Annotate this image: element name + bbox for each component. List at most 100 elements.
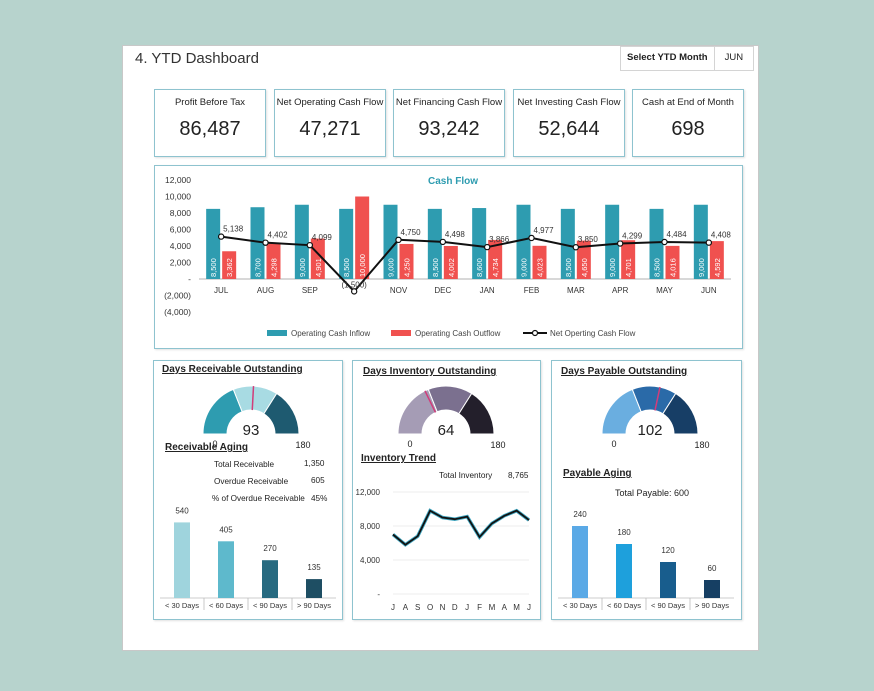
inflow-bar bbox=[605, 204, 620, 279]
y-tick-label: 10,000 bbox=[165, 192, 191, 202]
outflow-bar bbox=[399, 243, 414, 279]
inflow-bar bbox=[560, 208, 575, 279]
aging-category-label: < 60 Days bbox=[607, 601, 641, 610]
aging-bar bbox=[174, 522, 190, 598]
dpo-gauge: 102 0 180 bbox=[601, 385, 710, 450]
x-tick-label: MAR bbox=[567, 286, 585, 295]
x-tick-label: JUN bbox=[701, 286, 717, 295]
legend-label-outflow: Operating Cash Outflow bbox=[415, 329, 501, 338]
y-tick-label: 6,000 bbox=[170, 225, 192, 235]
outflow-bar bbox=[621, 240, 636, 279]
x-tick-label: S bbox=[415, 603, 420, 612]
aging-category-label: < 30 Days bbox=[165, 601, 199, 610]
page-title: 4. YTD Dashboard bbox=[135, 50, 259, 67]
payable-aging-title: Payable Aging bbox=[563, 468, 632, 479]
aging-bar-label: 270 bbox=[263, 544, 277, 553]
ytd-month-selector[interactable]: Select YTD Month JUN bbox=[620, 46, 755, 71]
outflow-bar-label: 4,901 bbox=[314, 258, 323, 277]
x-tick-label: A bbox=[403, 603, 409, 612]
outflow-bar bbox=[709, 241, 724, 279]
aging-category-label: > 90 Days bbox=[695, 601, 729, 610]
overdue-receivable-label: Overdue Receivable bbox=[214, 477, 289, 486]
kpi-value: 86,487 bbox=[179, 118, 241, 140]
legend-swatch-outflow bbox=[391, 330, 411, 336]
y-tick-label: (2,000) bbox=[164, 291, 191, 301]
overdue-receivable-value: 605 bbox=[311, 476, 325, 485]
inflow-bar-label: 8,700 bbox=[254, 258, 263, 277]
dashboard-sheet: 4. YTD Dashboard Select YTD Month JUN Pr… bbox=[122, 45, 759, 651]
y-tick-label: 4,000 bbox=[170, 241, 192, 251]
total-payable-text: Total Payable: 600 bbox=[615, 488, 690, 498]
dro-gauge: 93 0 180 bbox=[202, 385, 311, 450]
aging-bar bbox=[572, 526, 588, 598]
kpi-label: Net Operating Cash Flow bbox=[276, 97, 384, 108]
outflow-bar-label: 3,362 bbox=[225, 258, 234, 277]
x-tick-label: NOV bbox=[390, 286, 408, 295]
overdue-pct-label: % of Overdue Receivable bbox=[212, 494, 305, 503]
net-cash-flow-point bbox=[661, 238, 668, 246]
receivable-panel: Days Receivable Outstanding 93 0 180 Recei… bbox=[153, 360, 343, 620]
legend-label-inflow: Operating Cash Inflow bbox=[291, 329, 370, 338]
net-cash-flow-point bbox=[306, 241, 314, 249]
kpi-label: Cash at End of Month bbox=[642, 97, 734, 108]
inflow-bar bbox=[383, 204, 398, 279]
inflow-bar-label: 9,000 bbox=[298, 258, 307, 277]
outflow-bar-label: 4,701 bbox=[624, 258, 633, 277]
total-inventory-value: 8,765 bbox=[508, 471, 529, 480]
outflow-bar bbox=[222, 251, 237, 279]
gauge-max-label: 180 bbox=[694, 440, 709, 450]
gauge-segment-high bbox=[263, 392, 300, 435]
kpi-value: 698 bbox=[671, 118, 705, 140]
gauge-value: 93 bbox=[243, 422, 260, 439]
x-tick-label: M bbox=[513, 603, 520, 612]
y-tick-label: 12,000 bbox=[356, 488, 381, 497]
aging-bar bbox=[262, 560, 278, 598]
dro-title: Days Receivable Outstanding bbox=[162, 364, 303, 375]
y-tick-label: 12,000 bbox=[165, 175, 191, 185]
y-tick-label: - bbox=[188, 274, 191, 284]
x-tick-label: JAN bbox=[480, 286, 495, 295]
net-cash-flow-label: 3,866 bbox=[489, 235, 510, 244]
receivable-aging-title: Receivable Aging bbox=[165, 442, 248, 453]
outflow-bar-label: 4,592 bbox=[713, 258, 722, 277]
aging-category-label: < 60 Days bbox=[209, 601, 243, 610]
overdue-pct-value: 45% bbox=[311, 494, 328, 503]
x-tick-label: A bbox=[502, 603, 508, 612]
gauge-value: 102 bbox=[637, 422, 662, 439]
net-cash-flow-label: 4,977 bbox=[534, 226, 555, 235]
net-cash-flow-point bbox=[395, 236, 402, 244]
kpi-card-net-financing-cash-flow: Net Financing Cash Flow 93,242 bbox=[393, 89, 505, 157]
kpi-value: 47,271 bbox=[299, 118, 361, 140]
outflow-bar bbox=[532, 245, 547, 279]
inflow-bar-label: 8,500 bbox=[209, 258, 218, 277]
net-cash-flow-label: (1,500) bbox=[341, 280, 367, 289]
select-ytd-month-value[interactable]: JUN bbox=[724, 52, 744, 63]
inflow-bar bbox=[339, 208, 354, 279]
aging-bar bbox=[660, 562, 676, 598]
inventory-trend-line bbox=[392, 509, 530, 546]
outflow-bar bbox=[665, 245, 680, 279]
inflow-bar bbox=[250, 207, 265, 279]
inflow-bar-label: 9,000 bbox=[520, 258, 529, 277]
inflow-bar-label: 8,600 bbox=[475, 258, 484, 277]
inventory-panel: Days Inventory Outstanding 64 0 180 Invent… bbox=[352, 360, 541, 620]
receivable-aging-chart: 540 < 30 Days 405 < 60 Days 270 < 90 Days 135 >… bbox=[160, 507, 336, 610]
x-tick-label: J bbox=[391, 603, 395, 612]
inflow-bar bbox=[206, 208, 221, 279]
gauge-value: 64 bbox=[438, 422, 455, 439]
y-tick-label: 2,000 bbox=[170, 258, 192, 268]
net-cash-flow-label: 4,299 bbox=[622, 232, 643, 241]
inflow-bar-label: 9,000 bbox=[387, 258, 396, 277]
inflow-bar-label: 8,500 bbox=[564, 258, 573, 277]
aging-bar-label: 240 bbox=[573, 510, 587, 519]
outflow-bar-label: 4,016 bbox=[669, 258, 678, 277]
inflow-bar bbox=[294, 204, 309, 279]
y-tick-label: 8,000 bbox=[170, 208, 192, 218]
x-tick-label: F bbox=[477, 603, 482, 612]
outflow-bar bbox=[576, 240, 591, 279]
cash-flow-panel: Cash Flow 12,000 10,000 8,000 6,000 4,000 2,00… bbox=[154, 165, 743, 349]
outflow-bar-label: 4,734 bbox=[491, 258, 500, 277]
outflow-bar-label: 10,000 bbox=[358, 254, 367, 277]
x-tick-label: D bbox=[452, 603, 458, 612]
dio-gauge: 64 0 180 bbox=[397, 385, 506, 450]
